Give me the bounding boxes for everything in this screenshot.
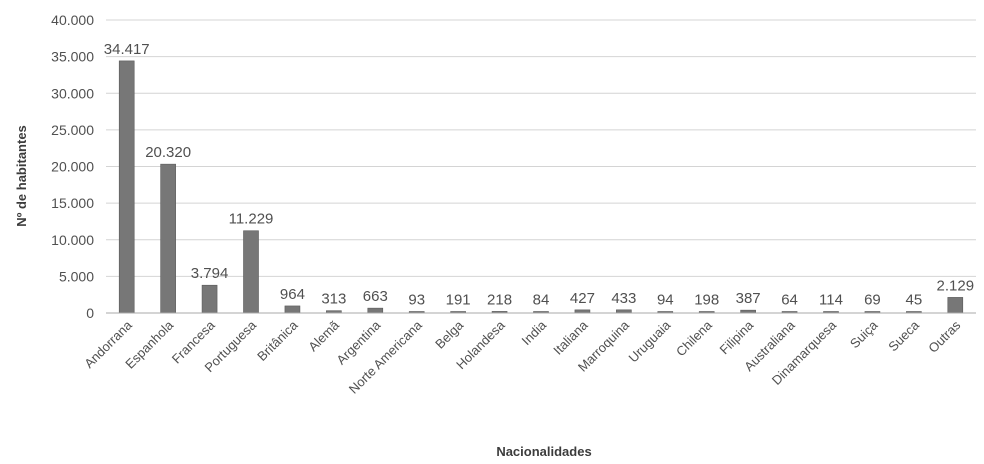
x-axis-title: Nacionalidades — [496, 444, 591, 459]
data-label: 198 — [694, 292, 719, 309]
x-tick-label: Sueca — [885, 317, 922, 354]
data-label: 2.129 — [937, 277, 975, 294]
x-axis-category-labels: AndorranaEspanholaFrancesaPortuguesaBrit… — [81, 317, 963, 397]
data-label: 964 — [280, 286, 305, 303]
y-axis-ticks: 0 5.000 10.000 15.000 20.000 25.000 30.000 35.0… — [51, 12, 94, 321]
x-tick-label: Britânica — [254, 317, 301, 364]
x-tick-label: Suiça — [847, 317, 881, 351]
bar — [201, 284, 218, 314]
x-tick-label: Alemã — [305, 317, 342, 354]
y-tick-label: 30.000 — [51, 85, 94, 101]
x-tick-label: Belga — [432, 317, 467, 352]
y-tick-label: 10.000 — [51, 232, 94, 248]
data-label: 34.417 — [104, 41, 150, 58]
data-labels: 34.417 20.320 3.794 11.229 964 313 663 93 191 218… — [104, 41, 974, 309]
data-label: 191 — [446, 292, 471, 309]
bar — [118, 60, 135, 314]
data-label: 387 — [736, 290, 761, 307]
bar — [284, 305, 301, 314]
x-tick-label: Filipina — [717, 317, 757, 357]
data-label: 64 — [781, 292, 798, 309]
data-label: 11.229 — [229, 211, 274, 228]
data-label: 663 — [363, 288, 388, 305]
data-label: 94 — [657, 292, 674, 309]
x-tick-label: Outras — [925, 317, 964, 356]
data-label: 433 — [611, 290, 636, 307]
x-tick-label: Norte Americana — [346, 317, 426, 397]
y-tick-label: 20.000 — [51, 159, 94, 175]
data-label: 114 — [819, 292, 843, 309]
x-tick-label: Chilena — [673, 317, 715, 359]
x-tick-label: India — [519, 317, 550, 348]
y-tick-label: 35.000 — [51, 49, 94, 65]
data-label: 69 — [864, 292, 881, 309]
gridlines — [106, 19, 976, 277]
y-axis-title: Nº de habitantes — [14, 125, 29, 227]
data-label: 3.794 — [191, 265, 229, 282]
bar — [367, 307, 384, 314]
data-label: 218 — [487, 291, 512, 308]
data-label: 84 — [533, 292, 550, 309]
y-tick-label: 40.000 — [51, 12, 94, 28]
y-tick-label: 5.000 — [59, 268, 94, 284]
data-label: 45 — [906, 292, 923, 309]
data-label: 427 — [570, 290, 595, 307]
bar — [947, 297, 964, 314]
y-tick-label: 0 — [86, 305, 94, 321]
y-tick-label: 15.000 — [51, 195, 94, 211]
x-tick-label: Italiana — [550, 317, 591, 358]
bars — [118, 60, 964, 314]
data-label: 313 — [321, 291, 346, 308]
x-tick-label: Uruguaia — [625, 317, 673, 365]
data-label: 20.320 — [145, 144, 191, 161]
bar — [160, 163, 176, 314]
bar — [243, 230, 259, 314]
data-label: 93 — [408, 292, 425, 309]
y-tick-label: 25.000 — [51, 122, 94, 138]
